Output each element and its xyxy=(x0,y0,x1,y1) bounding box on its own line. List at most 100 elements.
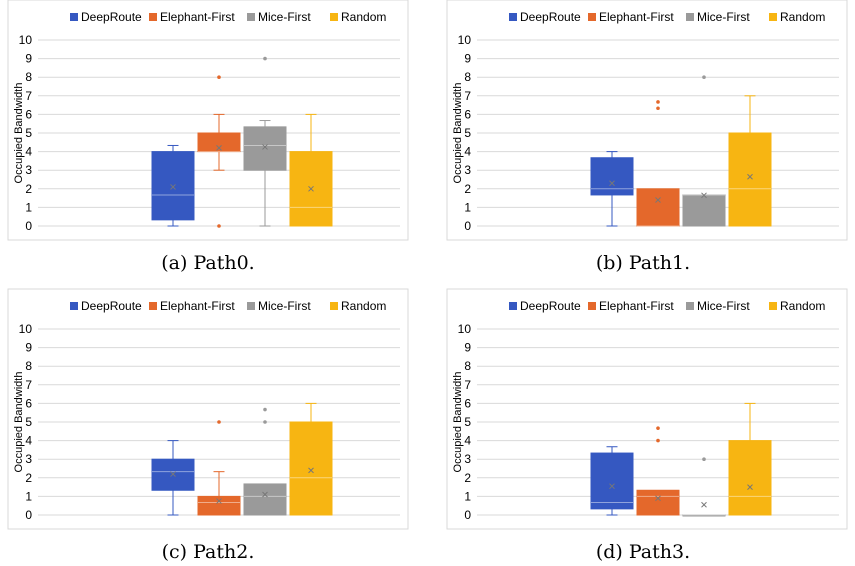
outlier-point xyxy=(656,438,660,443)
legend-label: DeepRoute xyxy=(81,299,142,313)
legend-swatch xyxy=(330,13,338,21)
legend-swatch xyxy=(149,13,157,21)
outlier-point xyxy=(656,106,660,111)
box xyxy=(197,132,241,153)
y-tick-label: 0 xyxy=(25,508,32,522)
legend-swatch xyxy=(330,302,338,310)
box-series-deeproute xyxy=(590,446,634,516)
mean-marker xyxy=(609,483,615,490)
outlier-point xyxy=(656,426,660,430)
box xyxy=(682,194,726,227)
legend-label: Random xyxy=(780,10,825,24)
legend-swatch xyxy=(769,302,777,310)
mean-marker xyxy=(308,467,314,474)
legend-label: Random xyxy=(341,299,386,313)
plot-area: 0 1 2 3 4 5 6 7 8 9 10 DeepRoute Elephant-First Mice-… xyxy=(19,10,400,233)
legend-label: Elephant-First xyxy=(599,10,674,24)
legend-label: Elephant-First xyxy=(160,299,235,313)
legend-swatch xyxy=(70,13,78,21)
box-series-deeproute xyxy=(151,440,195,516)
box xyxy=(151,458,195,491)
mean-marker xyxy=(655,495,661,502)
legend-swatch xyxy=(769,13,777,21)
caption-path1: (b) Path1. xyxy=(596,252,690,274)
outlier-point xyxy=(263,56,267,61)
panel-frame xyxy=(7,288,409,530)
box-series-random xyxy=(728,95,772,227)
plot-area: 0 1 2 3 4 5 6 7 8 9 10 DeepRoute Elephant-First Mice-… xyxy=(19,299,400,522)
y-tick-label: 8 xyxy=(464,70,471,84)
y-tick-label: 6 xyxy=(25,396,32,410)
mean-marker xyxy=(701,192,707,199)
legend-swatch xyxy=(247,13,255,21)
legend-swatch xyxy=(149,302,157,310)
y-tick-label: 2 xyxy=(464,182,471,196)
mean-marker xyxy=(701,501,707,508)
legend-label: Mice-First xyxy=(697,10,750,24)
box xyxy=(243,126,287,171)
y-axis-label: Occupied Bandwidth xyxy=(13,372,25,473)
legend-label: Mice-First xyxy=(258,10,311,24)
y-tick-label: 3 xyxy=(464,452,471,466)
y-tick-label: 0 xyxy=(464,508,471,522)
panel-path0: 0 1 2 3 4 5 6 7 8 9 10 DeepRoute Elephant-First Mice-… xyxy=(7,0,409,241)
legend-swatch xyxy=(509,302,517,310)
box xyxy=(728,132,772,227)
box-series-mice-first xyxy=(682,457,726,517)
y-tick-label: 10 xyxy=(458,33,472,47)
y-tick-label: 1 xyxy=(25,489,32,503)
box-series-random xyxy=(728,402,772,516)
y-tick-label: 0 xyxy=(464,219,471,233)
y-tick-label: 1 xyxy=(25,200,32,214)
y-tick-label: 5 xyxy=(25,415,32,429)
panel-path3: 0 1 2 3 4 5 6 7 8 9 10 DeepRoute Elephant-First Mice-… xyxy=(446,288,848,530)
y-tick-label: 8 xyxy=(25,359,32,373)
box-series-random xyxy=(289,113,333,227)
y-tick-label: 10 xyxy=(458,322,472,336)
box xyxy=(590,157,634,196)
y-tick-label: 0 xyxy=(25,219,32,233)
box-series-random xyxy=(289,402,333,516)
box-series-mice-first xyxy=(243,56,287,227)
box-series-elephant-first xyxy=(197,420,241,516)
caption-path2: (c) Path2. xyxy=(162,541,255,563)
y-tick-label: 1 xyxy=(464,489,471,503)
y-tick-label: 10 xyxy=(19,33,33,47)
y-axis-label: Occupied Bandwidth xyxy=(452,83,464,184)
mean-marker xyxy=(747,173,753,180)
y-tick-label: 3 xyxy=(25,163,32,177)
box xyxy=(636,489,680,516)
y-tick-label: 5 xyxy=(25,126,32,140)
legend-label: DeepRoute xyxy=(81,10,142,24)
box xyxy=(636,188,680,227)
y-tick-label: 1 xyxy=(464,200,471,214)
box xyxy=(728,440,772,516)
outlier-point xyxy=(702,75,706,79)
box xyxy=(590,452,634,510)
outlier-point xyxy=(656,100,660,104)
legend-swatch xyxy=(588,13,596,21)
legend-swatch xyxy=(588,302,596,310)
box-series-elephant-first xyxy=(197,75,241,228)
box-series-deeproute xyxy=(151,144,195,227)
caption-path3: (d) Path3. xyxy=(596,541,690,563)
legend-label: Mice-First xyxy=(697,299,750,313)
mean-marker xyxy=(655,197,661,203)
outlier-point xyxy=(217,420,221,424)
mean-marker xyxy=(609,180,615,187)
legend-label: DeepRoute xyxy=(520,299,581,313)
mean-marker xyxy=(747,484,753,490)
box xyxy=(682,514,726,517)
legend-label: Elephant-First xyxy=(160,10,235,24)
box-series-elephant-first xyxy=(636,426,680,516)
legend-swatch xyxy=(70,302,78,310)
box xyxy=(151,151,195,221)
y-tick-label: 9 xyxy=(464,341,471,355)
y-axis-label: Occupied Bandwidth xyxy=(452,372,464,473)
y-tick-label: 2 xyxy=(25,182,32,196)
mean-marker xyxy=(262,144,268,150)
y-tick-label: 9 xyxy=(464,52,471,66)
y-tick-label: 3 xyxy=(25,452,32,466)
y-tick-label: 4 xyxy=(464,145,471,159)
